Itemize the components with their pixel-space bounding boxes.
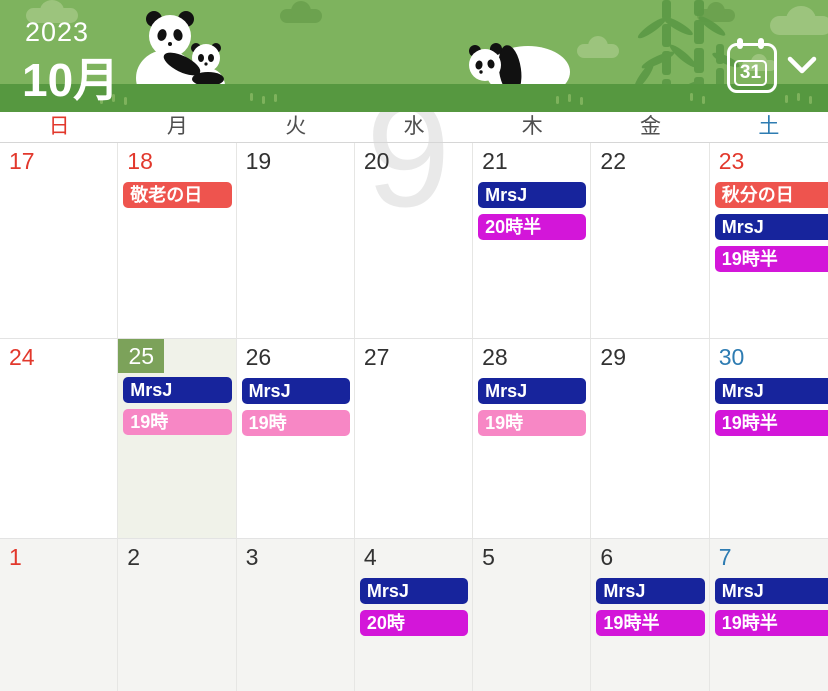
weekday-mon: 月	[166, 115, 188, 138]
date-number: 20	[363, 148, 390, 174]
time-badge[interactable]: 19時半	[596, 610, 705, 636]
event-badge[interactable]: MrsJ	[359, 578, 469, 604]
year-label: 2023	[25, 17, 90, 47]
cloud-icon	[742, 53, 776, 71]
date-number: 21	[482, 148, 508, 174]
date-picker-button[interactable]: 31	[724, 38, 824, 93]
date-number: 28	[482, 344, 508, 370]
day-cell-28[interactable]: 28 MrsJ 19時	[473, 339, 592, 539]
day-cell-24[interactable]: 24	[0, 339, 119, 539]
day-cell-18[interactable]: 18 敬老の日	[118, 143, 237, 339]
day-cell-6[interactable]: 6 MrsJ 19時半	[591, 539, 710, 691]
event-badge[interactable]: MrsJ	[596, 578, 705, 604]
day-cell-7[interactable]: 7 MrsJ 19時半	[709, 539, 828, 691]
date-number: 22	[600, 148, 627, 174]
today-date-number: 25	[118, 339, 165, 373]
date-number: 29	[600, 344, 627, 370]
weekday-wed: 水	[403, 115, 425, 138]
date-number: 23	[718, 148, 745, 174]
weekday-sat: 土	[758, 115, 780, 138]
date-number: 1	[9, 544, 22, 570]
date-number: 24	[9, 344, 35, 370]
weekday-thu: 木	[521, 115, 543, 138]
date-number: 4	[363, 544, 377, 570]
date-number: 7	[718, 544, 732, 570]
date-number: 17	[9, 148, 35, 174]
day-cell-19[interactable]: 19	[236, 143, 355, 339]
chevron-down-icon	[787, 56, 817, 74]
event-badge[interactable]: MrsJ	[478, 182, 587, 208]
date-number: 27	[363, 344, 390, 370]
day-cell-20[interactable]: 20	[354, 143, 474, 339]
event-badge[interactable]: MrsJ	[714, 578, 828, 604]
holiday-badge[interactable]: 秋分の日	[714, 182, 828, 208]
day-cell-1[interactable]: 1	[0, 539, 119, 691]
day-cell-17[interactable]: 17	[0, 143, 119, 339]
event-badge[interactable]: MrsJ	[714, 214, 828, 240]
day-cell-21[interactable]: 21 MrsJ 20時半	[473, 143, 592, 339]
weekday-sun: 日	[48, 115, 70, 138]
day-cell-25-today[interactable]: 25 MrsJ 19時	[118, 339, 237, 539]
cloud-icon	[770, 5, 828, 35]
date-number: 6	[600, 544, 614, 570]
calendar-grid: 17 18 敬老の日 19 20 21 MrsJ 20時半 22 23 秋分の日…	[0, 143, 828, 691]
day-cell-29[interactable]: 29	[591, 339, 710, 539]
cloud-icon	[280, 1, 322, 23]
date-number: 3	[245, 544, 259, 570]
weekday-tue: 火	[285, 115, 307, 138]
weekday-fri: 金	[640, 115, 662, 138]
day-cell-27[interactable]: 27	[354, 339, 474, 539]
calendar-header: 2023 10月 31	[0, 0, 828, 112]
cloud-icon	[26, 0, 78, 23]
event-badge[interactable]: MrsJ	[478, 378, 587, 404]
time-badge[interactable]: 19時半	[714, 610, 828, 636]
event-badge[interactable]: MrsJ	[241, 378, 350, 404]
day-cell-22[interactable]: 22	[591, 143, 710, 339]
cloud-icon	[577, 36, 619, 58]
grass-band	[0, 84, 828, 112]
day-cell-2[interactable]: 2	[118, 539, 237, 691]
date-number: 5	[482, 544, 495, 570]
day-cell-3[interactable]: 3	[236, 539, 355, 691]
calendar-icon-day: 31	[734, 60, 767, 86]
weekday-header: 日 月 火 水 木 金 土	[0, 112, 828, 143]
time-badge[interactable]: 19時半	[714, 410, 828, 436]
day-cell-4[interactable]: 4 MrsJ 20時	[354, 539, 474, 691]
time-badge[interactable]: 19時半	[714, 246, 828, 272]
month-label: 10月	[22, 54, 120, 106]
date-number: 30	[718, 344, 745, 370]
date-number: 2	[127, 544, 141, 570]
time-badge[interactable]: 20時半	[478, 214, 587, 240]
time-badge[interactable]: 19時	[241, 410, 350, 436]
time-badge[interactable]: 20時	[359, 610, 469, 636]
day-cell-5[interactable]: 5	[473, 539, 592, 691]
date-number: 26	[245, 344, 272, 370]
time-badge[interactable]: 19時	[478, 410, 587, 436]
date-number: 18	[127, 148, 153, 174]
day-cell-30[interactable]: 30 MrsJ 19時半	[709, 339, 828, 539]
day-cell-23[interactable]: 23 秋分の日 MrsJ 19時半	[709, 143, 828, 339]
event-badge[interactable]: MrsJ	[714, 378, 828, 404]
holiday-badge[interactable]: 敬老の日	[123, 182, 232, 208]
calendar-icon: 31	[727, 38, 777, 93]
time-badge[interactable]: 19時	[123, 409, 232, 435]
date-number: 19	[245, 148, 272, 174]
event-badge[interactable]: MrsJ	[123, 377, 232, 403]
day-cell-26[interactable]: 26 MrsJ 19時	[236, 339, 355, 539]
